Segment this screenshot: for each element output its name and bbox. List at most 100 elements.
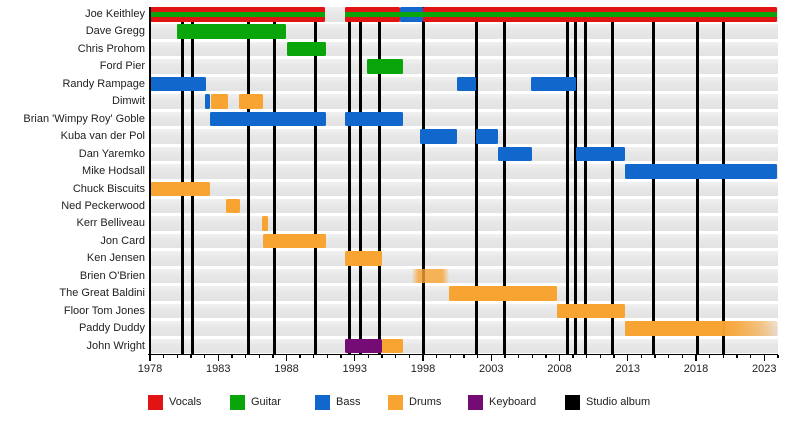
album-line bbox=[358, 7, 362, 354]
x-axis-major-tick bbox=[285, 355, 288, 361]
tenure-bar-bass bbox=[399, 7, 423, 22]
tenure-bar-guitar bbox=[367, 59, 403, 74]
tenure-bar-drums bbox=[382, 338, 403, 354]
legend-swatch-bass bbox=[315, 395, 330, 410]
member-label: Ned Peckerwood bbox=[61, 199, 145, 212]
member-row-track bbox=[150, 251, 778, 266]
tenure-bar-bass bbox=[150, 76, 206, 92]
x-axis-minor-tick bbox=[244, 355, 247, 359]
tenure-bar-bass bbox=[625, 164, 777, 179]
album-line bbox=[313, 7, 317, 354]
album-line bbox=[695, 7, 699, 354]
x-axis-minor-tick bbox=[749, 355, 752, 359]
x-axis-minor-tick bbox=[681, 355, 684, 359]
tenure-bar-keyboard bbox=[345, 338, 383, 354]
member-label: Dave Gregg bbox=[85, 25, 145, 38]
tenure-bar-drums bbox=[448, 286, 557, 301]
x-axis-minor-tick bbox=[299, 355, 301, 359]
x-axis-minor-tick bbox=[708, 355, 711, 359]
tenure-bar-drums bbox=[412, 268, 449, 284]
legend-label: Vocals bbox=[169, 396, 202, 408]
x-axis-major-tick bbox=[695, 355, 697, 361]
x-axis-minor-tick bbox=[272, 355, 274, 359]
guitar-stripe bbox=[399, 11, 423, 17]
x-axis-minor-tick bbox=[599, 355, 602, 359]
x-axis-tick-label: 1978 bbox=[137, 362, 163, 375]
tenure-bar-bass bbox=[575, 146, 625, 162]
tenure-bar-drums bbox=[150, 181, 211, 196]
tenure-bar-bass bbox=[476, 129, 499, 144]
album-line bbox=[246, 7, 250, 354]
x-axis-minor-tick bbox=[176, 355, 178, 359]
legend-label: Bass bbox=[336, 396, 361, 408]
legend-label: Drums bbox=[409, 396, 442, 408]
y-axis-line bbox=[149, 7, 151, 354]
x-axis-minor-tick bbox=[408, 355, 411, 359]
x-axis-major-tick bbox=[217, 355, 219, 361]
album-line bbox=[566, 7, 570, 354]
tenure-bar-drums bbox=[211, 94, 229, 109]
member-row-track bbox=[150, 94, 778, 109]
x-axis-minor-tick bbox=[435, 355, 438, 359]
member-label: Floor Tom Jones bbox=[63, 304, 145, 317]
tenure-bar-bass bbox=[204, 94, 211, 109]
tenure-bar-vocals bbox=[423, 7, 777, 22]
x-axis-tick-label: 2003 bbox=[479, 362, 504, 375]
member-row-track bbox=[150, 181, 778, 196]
x-axis-major-tick bbox=[490, 355, 492, 361]
x-axis-minor-tick bbox=[613, 355, 615, 359]
legend-label: Guitar bbox=[251, 396, 281, 408]
x-axis-tick-label: 2018 bbox=[683, 362, 709, 375]
x-axis-minor-tick bbox=[203, 355, 206, 359]
x-axis-major-tick bbox=[354, 355, 356, 361]
legend-label: Keyboard bbox=[489, 396, 537, 408]
album-line bbox=[574, 7, 578, 354]
member-row-track bbox=[150, 338, 778, 354]
tenure-bar-bass bbox=[457, 76, 477, 92]
tenure-bar-drums bbox=[261, 216, 269, 231]
x-axis-minor-tick bbox=[162, 355, 165, 359]
x-axis-minor-tick bbox=[668, 355, 670, 359]
x-axis-minor-tick bbox=[531, 355, 533, 359]
member-row-track bbox=[150, 59, 778, 74]
member-label: Kuba van der Pol bbox=[60, 130, 145, 143]
album-line bbox=[652, 7, 656, 354]
member-label: The Great Baldini bbox=[59, 287, 145, 300]
tenure-bar-drums bbox=[263, 233, 327, 249]
tenure-bar-drums bbox=[556, 303, 626, 319]
album-line bbox=[503, 7, 507, 354]
x-axis-major-tick bbox=[558, 355, 561, 361]
x-axis-minor-tick bbox=[777, 355, 779, 359]
x-axis-minor-tick bbox=[572, 355, 574, 359]
member-label: Kerr Belliveau bbox=[76, 217, 145, 230]
tenure-bar-drums bbox=[238, 94, 263, 109]
legend-label: Studio album bbox=[586, 396, 651, 408]
x-axis-tick-label: 2008 bbox=[547, 362, 572, 375]
x-axis-minor-tick bbox=[654, 355, 656, 359]
member-label: Dimwit bbox=[112, 95, 145, 108]
member-row-track bbox=[150, 146, 778, 162]
x-axis-tick-label: 1983 bbox=[206, 362, 231, 375]
member-label: Ken Jensen bbox=[86, 252, 145, 265]
member-label: Chris Prohom bbox=[77, 42, 145, 55]
album-line bbox=[611, 7, 615, 354]
x-axis-minor-tick bbox=[231, 355, 233, 359]
tenure-bar-guitar bbox=[286, 41, 327, 57]
x-axis-tick-label: 2013 bbox=[615, 362, 640, 375]
x-axis-minor-tick bbox=[449, 355, 451, 359]
x-axis-minor-tick bbox=[722, 355, 724, 359]
x-axis-minor-tick bbox=[395, 355, 397, 359]
legend-swatch-album bbox=[565, 395, 580, 410]
x-axis-minor-tick bbox=[504, 355, 506, 359]
tenure-bar-vocals bbox=[345, 7, 400, 22]
album-line bbox=[181, 7, 185, 354]
x-axis-line bbox=[148, 353, 779, 356]
member-row-track bbox=[150, 198, 778, 214]
member-row-track bbox=[150, 268, 778, 284]
x-axis-minor-tick bbox=[476, 355, 479, 359]
album-line bbox=[474, 7, 478, 354]
member-row-track bbox=[150, 303, 778, 319]
tenure-bar-vocals bbox=[150, 7, 325, 22]
member-label: Brian 'Wimpy Roy' Goble bbox=[23, 112, 145, 125]
album-line bbox=[583, 7, 587, 354]
